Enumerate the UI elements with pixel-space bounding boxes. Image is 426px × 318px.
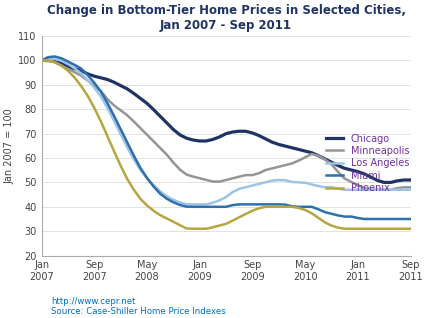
Miami	[295, 205, 300, 209]
Title: Change in Bottom-Tier Home Prices in Selected Cities,
Jan 2007 - Sep 2011: Change in Bottom-Tier Home Prices in Sel…	[46, 4, 405, 32]
Phoenix	[407, 227, 412, 231]
Miami	[302, 205, 307, 209]
Los Angeles	[59, 59, 64, 63]
Los Angeles	[308, 183, 314, 186]
Miami	[59, 56, 64, 60]
Miami	[407, 217, 412, 221]
Chicago	[52, 59, 57, 63]
Minneapolis	[52, 60, 57, 64]
Phoenix	[302, 208, 307, 212]
Los Angeles	[65, 62, 70, 66]
Chicago	[295, 148, 300, 151]
Los Angeles	[190, 203, 195, 206]
Line: Chicago: Chicago	[41, 60, 409, 183]
Phoenix	[138, 197, 143, 201]
Phoenix	[52, 60, 57, 64]
Miami	[361, 217, 366, 221]
Los Angeles	[144, 176, 149, 180]
Minneapolis	[295, 159, 300, 162]
Minneapolis	[197, 176, 202, 180]
Minneapolis	[289, 162, 294, 165]
Chicago	[39, 59, 44, 62]
Phoenix	[39, 59, 44, 62]
Legend: Chicago, Minneapolis, Los Angeles, Miami, Phoenix: Chicago, Minneapolis, Los Angeles, Miami…	[325, 134, 409, 193]
Los Angeles	[407, 188, 412, 192]
Chicago	[138, 96, 143, 100]
Chicago	[59, 61, 64, 65]
Line: Miami: Miami	[41, 57, 409, 219]
Phoenix	[203, 227, 208, 231]
Los Angeles	[210, 201, 215, 205]
Chicago	[407, 178, 412, 182]
Miami	[52, 55, 57, 59]
Chicago	[289, 146, 294, 150]
Miami	[65, 60, 70, 64]
Miami	[39, 59, 44, 62]
Minneapolis	[374, 188, 379, 192]
Phoenix	[295, 206, 300, 210]
Phoenix	[190, 227, 195, 231]
Chicago	[197, 139, 202, 143]
Minneapolis	[39, 59, 44, 62]
Phoenix	[59, 64, 64, 67]
Line: Minneapolis: Minneapolis	[41, 60, 409, 190]
Los Angeles	[39, 59, 44, 62]
Los Angeles	[302, 181, 307, 185]
Minneapolis	[59, 64, 64, 67]
Chicago	[381, 181, 386, 184]
Minneapolis	[138, 126, 143, 130]
Miami	[144, 176, 149, 180]
Text: http://www.cepr.net
Source: Case-Shiller Home Price Indexes: http://www.cepr.net Source: Case-Shiller…	[51, 297, 225, 316]
Los Angeles	[46, 57, 51, 61]
Line: Phoenix: Phoenix	[41, 60, 409, 229]
Line: Los Angeles: Los Angeles	[41, 59, 409, 204]
Miami	[203, 205, 208, 209]
Minneapolis	[407, 185, 412, 189]
Y-axis label: Jan 2007 = 100: Jan 2007 = 100	[4, 108, 14, 184]
